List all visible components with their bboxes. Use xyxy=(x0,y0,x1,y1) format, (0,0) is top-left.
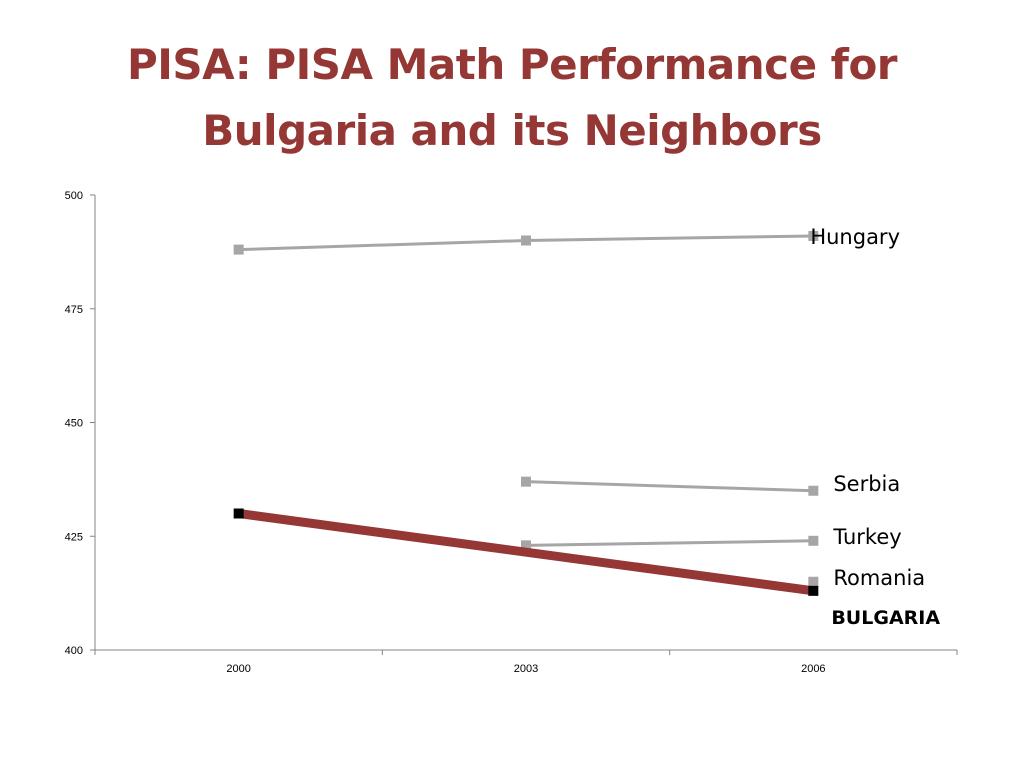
chart-series-labels: Hungary Serbia Turkey Romania BULGARIA xyxy=(810,225,940,629)
y-tick-label: 450 xyxy=(65,418,83,430)
chart-series xyxy=(233,230,819,596)
data-point-serbia xyxy=(808,485,819,496)
data-point-hungary xyxy=(808,230,819,241)
data-point-turkey xyxy=(808,535,819,546)
chart-axes: 400 425 450 475 500 2000 2003 2006 xyxy=(65,190,958,675)
y-tick-label: 400 xyxy=(65,645,83,657)
data-point-hungary xyxy=(521,235,531,246)
data-point-bulgaria xyxy=(808,585,819,596)
series-romania xyxy=(808,576,819,587)
series-label-hungary: Hungary xyxy=(810,225,900,249)
series-line-serbia xyxy=(525,480,814,493)
data-point-serbia xyxy=(521,476,531,487)
series-label-turkey: Turkey xyxy=(832,525,901,549)
series-label-romania: Romania xyxy=(833,566,925,590)
x-tick-label: 2003 xyxy=(514,663,538,675)
series-line-bulgaria xyxy=(238,509,814,596)
data-point-romania xyxy=(808,576,819,587)
series-serbia xyxy=(521,476,819,496)
series-line-turkey xyxy=(525,539,814,547)
series-turkey xyxy=(521,535,819,551)
data-point-hungary xyxy=(233,244,244,255)
series-hungary xyxy=(233,230,819,255)
data-point-bulgaria xyxy=(233,508,244,519)
y-tick-label: 425 xyxy=(65,531,83,543)
y-tick-label: 500 xyxy=(65,190,83,202)
series-bulgaria xyxy=(233,508,819,596)
x-tick-label: 2006 xyxy=(801,663,825,675)
series-label-bulgaria: BULGARIA xyxy=(831,607,940,629)
slide-title: PISA: PISA Math Performance for Bulgaria… xyxy=(0,32,1024,164)
title-line-2: Bulgaria and its Neighbors xyxy=(202,106,822,155)
data-point-turkey xyxy=(521,540,531,551)
y-tick-label: 475 xyxy=(65,304,83,316)
series-label-serbia: Serbia xyxy=(833,472,900,496)
title-line-1: PISA: PISA Math Performance for xyxy=(126,40,898,89)
x-tick-label: 2000 xyxy=(226,663,250,675)
